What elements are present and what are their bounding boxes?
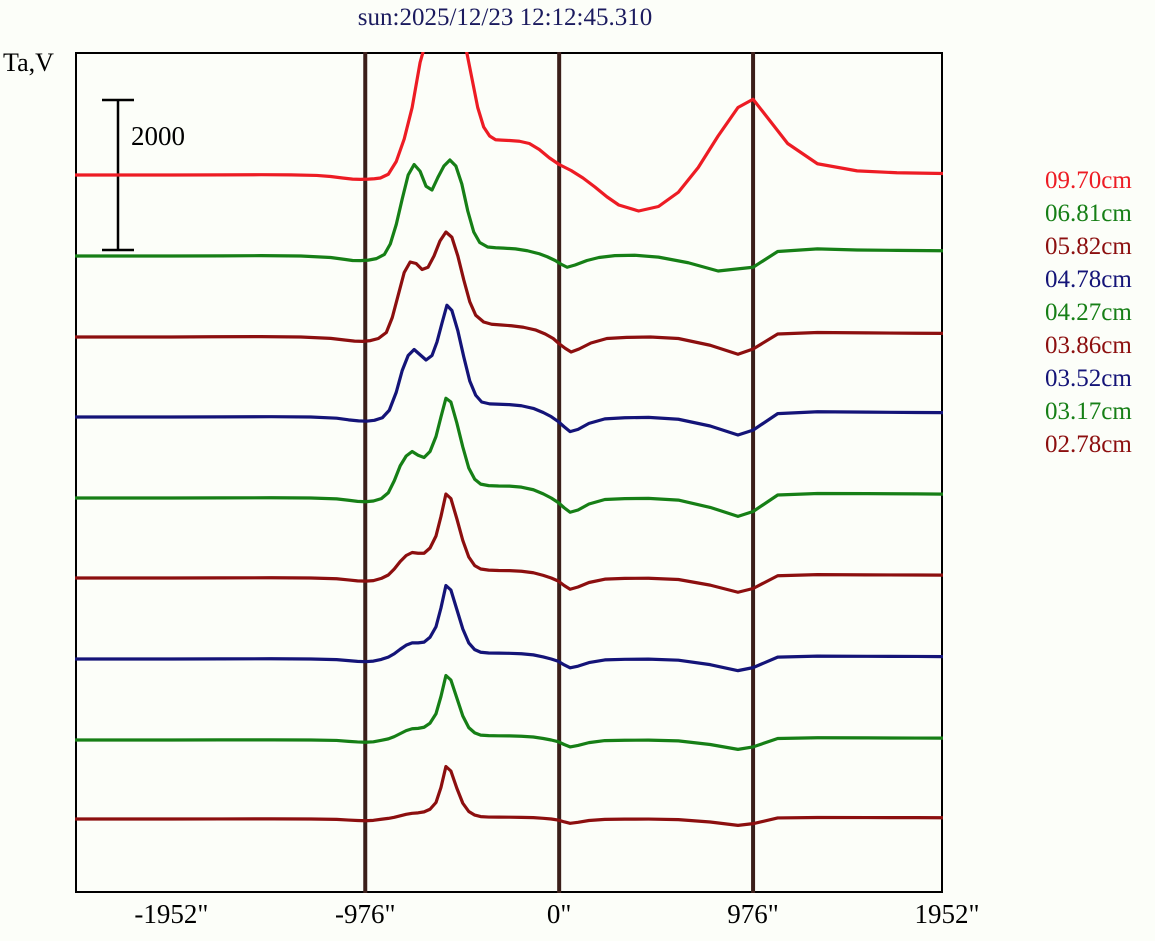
x-tick-label: 1952" bbox=[914, 899, 980, 929]
data-trace bbox=[75, 492, 943, 594]
legend-item: 09.70cm bbox=[1045, 167, 1132, 194]
legend-item: 04.27cm bbox=[1045, 299, 1132, 326]
data-trace bbox=[75, 396, 943, 518]
legend-item: 05.82cm bbox=[1045, 233, 1132, 260]
legend-item: 04.78cm bbox=[1045, 266, 1132, 293]
data-trace bbox=[75, 303, 943, 437]
plot-frame bbox=[75, 52, 943, 893]
x-tick-label: -976" bbox=[334, 899, 396, 929]
legend-item: 06.81cm bbox=[1045, 200, 1132, 227]
x-tick-label: -1952" bbox=[134, 899, 209, 929]
legend-item: 03.52cm bbox=[1045, 365, 1132, 392]
x-tick-label: 0" bbox=[546, 899, 572, 929]
legend-item: 03.17cm bbox=[1045, 398, 1132, 425]
y-axis-label: Ta,V bbox=[3, 48, 54, 77]
data-trace bbox=[75, 583, 943, 673]
legend-item: 02.78cm bbox=[1045, 431, 1132, 458]
data-trace bbox=[75, 52, 943, 213]
data-trace bbox=[75, 158, 943, 273]
page-title: sun:2025/12/23 12:12:45.310 bbox=[357, 4, 653, 31]
data-trace bbox=[75, 673, 943, 751]
legend-item: 03.86cm bbox=[1045, 332, 1132, 359]
data-trace bbox=[75, 764, 943, 827]
x-tick-label: 976" bbox=[727, 899, 779, 929]
data-trace bbox=[75, 230, 943, 356]
scalebar-label: 2000 bbox=[131, 121, 185, 151]
trace-canvas bbox=[75, 52, 943, 893]
legend: 09.70cm 06.81cm 05.82cm 04.78cm 04.27cm 03.86… bbox=[1045, 164, 1155, 461]
